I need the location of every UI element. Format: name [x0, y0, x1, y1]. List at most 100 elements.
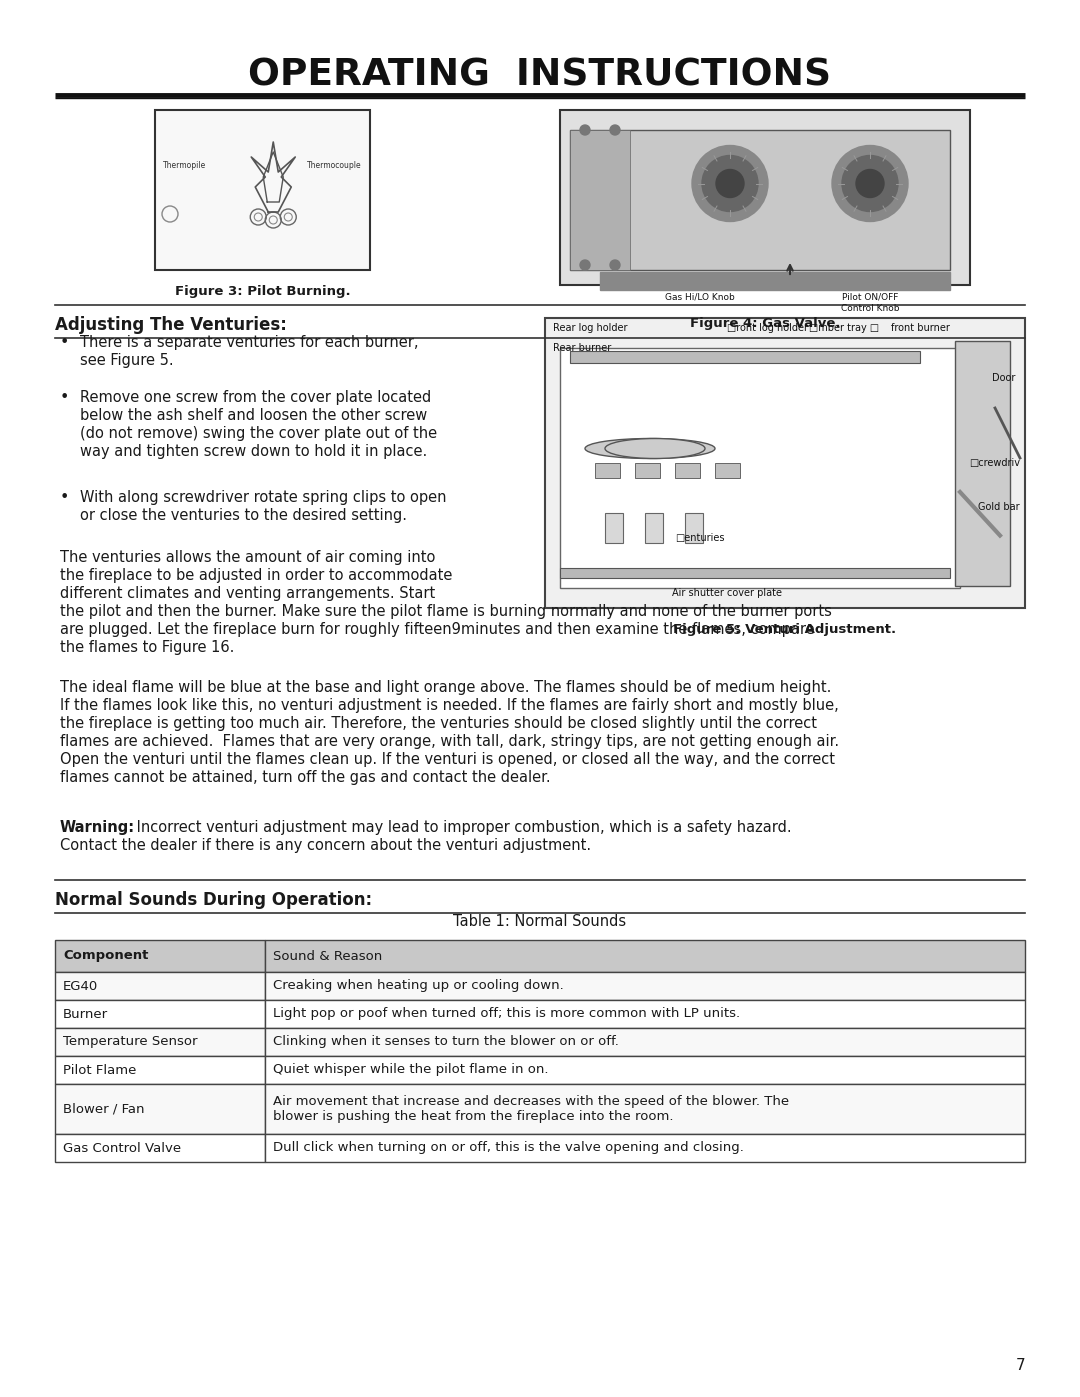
Text: Temperature Sensor: Temperature Sensor [63, 1035, 198, 1049]
Text: The ideal flame will be blue at the base and light orange above. The flames shou: The ideal flame will be blue at the base… [60, 680, 832, 694]
Text: If the flames look like this, no venturi adjustment is needed. If the flames are: If the flames look like this, no venturi… [60, 698, 839, 712]
Bar [545, 319, 1025, 608]
Text: •: • [60, 335, 69, 351]
Ellipse shape [585, 439, 715, 458]
Text: flames cannot be attained, turn off the gas and contact the dealer.: flames cannot be attained, turn off the … [60, 770, 551, 785]
Text: Table 1: Normal Sounds: Table 1: Normal Sounds [454, 915, 626, 929]
Text: •: • [60, 490, 69, 504]
Bar [561, 569, 950, 578]
Bar [635, 462, 660, 478]
Text: Gold bar: Gold bar [978, 502, 1020, 511]
Text: Dull click when turning on or off, this is the valve opening and closing.: Dull click when turning on or off, this … [273, 1141, 744, 1154]
Text: □ront log holder: □ront log holder [728, 323, 809, 332]
Bar [955, 341, 1010, 585]
Text: Blower / Fan: Blower / Fan [63, 1102, 145, 1115]
Text: the pilot and then the burner. Make sure the pilot flame is burning normally and: the pilot and then the burner. Make sure… [60, 604, 832, 619]
Bar [715, 462, 740, 478]
Text: way and tighten screw down to hold it in place.: way and tighten screw down to hold it in… [80, 444, 428, 460]
Text: O​PERATING  I​NSTRUCTIONS: O​PERATING I​NSTRUCTIONS [248, 57, 832, 94]
Text: Gas Control Valve: Gas Control Valve [63, 1141, 181, 1154]
Text: (do not remove) swing the cover plate out of the: (do not remove) swing the cover plate ou… [80, 426, 437, 441]
Text: Air movement that increase and decreases with the speed of the blower. The: Air movement that increase and decreases… [273, 1095, 789, 1108]
Text: Rear log holder: Rear log holder [553, 323, 627, 332]
Text: Pilot Flame: Pilot Flame [63, 1063, 136, 1077]
Bar [265, 1134, 1025, 1162]
Circle shape [580, 260, 590, 270]
Bar [55, 1028, 265, 1056]
Text: Incorrect venturi adjustment may lead to improper combustion, which is a safety : Incorrect venturi adjustment may lead to… [132, 820, 792, 835]
Text: Pilot ON/OFF
Control Knob: Pilot ON/OFF Control Knob [840, 293, 900, 313]
Text: the fireplace is getting too much air. Therefore, the venturies should be closed: the fireplace is getting too much air. T… [60, 717, 816, 731]
Bar [600, 272, 950, 291]
Circle shape [832, 145, 908, 222]
Text: the flames to Figure 16.: the flames to Figure 16. [60, 640, 234, 655]
Text: 7: 7 [1015, 1358, 1025, 1372]
Text: Figure 4: Gas Valve.: Figure 4: Gas Valve. [690, 317, 840, 330]
Text: Component: Component [63, 950, 148, 963]
Text: Normal Sounds During Operation:: Normal Sounds During Operation: [55, 891, 373, 909]
Text: Remove one screw from the cover plate located: Remove one screw from the cover plate lo… [80, 390, 431, 405]
Bar [55, 1000, 265, 1028]
Circle shape [610, 260, 620, 270]
Circle shape [692, 145, 768, 222]
Text: Sound & Reason: Sound & Reason [273, 950, 382, 963]
Bar [570, 130, 950, 270]
Circle shape [716, 169, 744, 197]
Text: □enturies: □enturies [675, 534, 725, 543]
Text: □mber tray □: □mber tray □ [809, 323, 879, 332]
Bar [265, 972, 1025, 1000]
Text: EG40: EG40 [63, 979, 98, 992]
Text: different climates and venting arrangements. Start: different climates and venting arrangeme… [60, 585, 435, 601]
Bar [561, 348, 960, 588]
Text: Open the venturi until the flames clean up. If the venturi is opened, or closed : Open the venturi until the flames clean … [60, 752, 835, 767]
Text: Burner: Burner [63, 1007, 108, 1020]
Bar [685, 513, 703, 543]
Circle shape [610, 124, 620, 136]
Text: Thermopile: Thermopile [163, 161, 206, 169]
Text: •: • [60, 390, 69, 405]
Bar [570, 130, 630, 270]
Bar [55, 1084, 265, 1134]
Text: Light pop or poof when turned off; this is more common with LP units.: Light pop or poof when turned off; this … [273, 1007, 740, 1020]
Bar [570, 351, 920, 363]
Bar [675, 462, 700, 478]
Text: see Figure 5.: see Figure 5. [80, 353, 174, 367]
Bar [265, 940, 1025, 972]
Text: With along screwdriver rotate spring clips to open: With along screwdriver rotate spring cli… [80, 490, 446, 504]
Circle shape [842, 155, 897, 211]
Text: Figure 5: Venturi Adjustment.: Figure 5: Venturi Adjustment. [674, 623, 896, 637]
Text: The venturies allows the amount of air coming into: The venturies allows the amount of air c… [60, 550, 435, 564]
Text: or close the venturies to the desired setting.: or close the venturies to the desired se… [80, 509, 407, 522]
Text: Door: Door [991, 373, 1015, 383]
Bar [645, 513, 663, 543]
Bar [55, 1134, 265, 1162]
Bar [55, 940, 265, 972]
Bar [561, 110, 970, 285]
Bar [156, 110, 370, 270]
Text: Contact the dealer if there is any concern about the venturi adjustment.: Contact the dealer if there is any conce… [60, 838, 591, 854]
Text: There is a separate venturies for each burner,: There is a separate venturies for each b… [80, 335, 419, 351]
Bar [55, 972, 265, 1000]
Text: Air shutter cover plate: Air shutter cover plate [673, 588, 782, 598]
Text: Quiet whisper while the pilot flame in on.: Quiet whisper while the pilot flame in o… [273, 1063, 549, 1077]
Bar [55, 1056, 265, 1084]
Bar [265, 1000, 1025, 1028]
Bar [265, 1028, 1025, 1056]
Text: the fireplace to be adjusted in order to accommodate: the fireplace to be adjusted in order to… [60, 569, 453, 583]
Text: are plugged. Let the fireplace burn for roughly fifteen9minutes and then examine: are plugged. Let the fireplace burn for … [60, 622, 814, 637]
Text: Adjusting The Venturies:: Adjusting The Venturies: [55, 316, 287, 334]
Text: Creaking when heating up or cooling down.: Creaking when heating up or cooling down… [273, 979, 564, 992]
Text: Rear burner: Rear burner [553, 344, 611, 353]
Text: □crewdriv: □crewdriv [969, 458, 1020, 468]
Text: Clinking when it senses to turn the blower on or off.: Clinking when it senses to turn the blow… [273, 1035, 619, 1049]
Text: Gas Hi/LO Knob: Gas Hi/LO Knob [665, 293, 734, 302]
Bar [265, 1084, 1025, 1134]
Ellipse shape [605, 439, 705, 458]
Bar [265, 1056, 1025, 1084]
Text: flames are achieved.  Flames that are very orange, with tall, dark, stringy tips: flames are achieved. Flames that are ver… [60, 733, 839, 749]
Text: Figure 3: Pilot Burning.: Figure 3: Pilot Burning. [175, 285, 350, 299]
Bar [605, 513, 623, 543]
Text: Warning:: Warning: [60, 820, 135, 835]
Text: below the ash shelf and loosen the other screw: below the ash shelf and loosen the other… [80, 408, 428, 423]
Bar [595, 462, 620, 478]
